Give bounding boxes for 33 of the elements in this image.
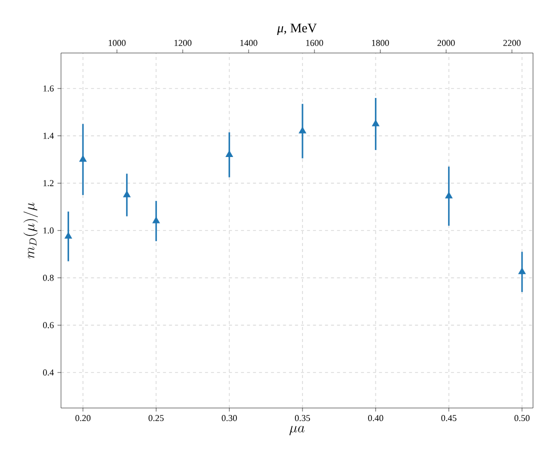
x2-tick-label: 1600 — [306, 40, 324, 46]
y-tick-label: 1.0 — [44, 227, 54, 234]
x-tick-label: 0.45 — [441, 415, 456, 422]
point — [80, 156, 86, 162]
x-axis-title: $\mu a$ — [289, 426, 305, 436]
point — [446, 192, 452, 198]
x2-tick-label: 1200 — [174, 40, 192, 46]
y-tick-label: 1.6 — [44, 85, 54, 92]
y-axis-title: $m_D(\mu)/\mu$ — [23, 202, 38, 258]
x2-tick-label: 2000 — [438, 40, 455, 46]
point — [226, 151, 233, 158]
y-tick-label: 0.4 — [43, 369, 54, 376]
y-tick-label: 1.2 — [44, 180, 54, 186]
x-tick-label: 0.25 — [148, 415, 164, 422]
point — [372, 120, 380, 126]
point — [124, 191, 130, 198]
x2-tick-label: 1800 — [372, 40, 389, 46]
x-tick-label: 0.20 — [75, 415, 90, 422]
point — [518, 268, 526, 274]
x2-axis-title: μ, MeV — [277, 24, 317, 36]
x2-tick-label: 1000 — [108, 40, 126, 46]
x-tick-label: 0.35 — [294, 415, 310, 422]
y-tick-label: 1.4 — [44, 132, 54, 139]
point — [299, 127, 306, 134]
x-tick-label: 0.50 — [514, 415, 530, 422]
y-tick-label: 0.8 — [43, 274, 54, 281]
point — [152, 217, 160, 224]
point — [64, 232, 72, 239]
y-tick-label: 0.6 — [43, 322, 54, 328]
x2-tick-label: 2200 — [503, 40, 521, 46]
x-tick-label: 0.30 — [222, 415, 237, 422]
x-tick-label: 0.40 — [368, 415, 384, 422]
x2-tick-label: 1400 — [240, 40, 258, 46]
